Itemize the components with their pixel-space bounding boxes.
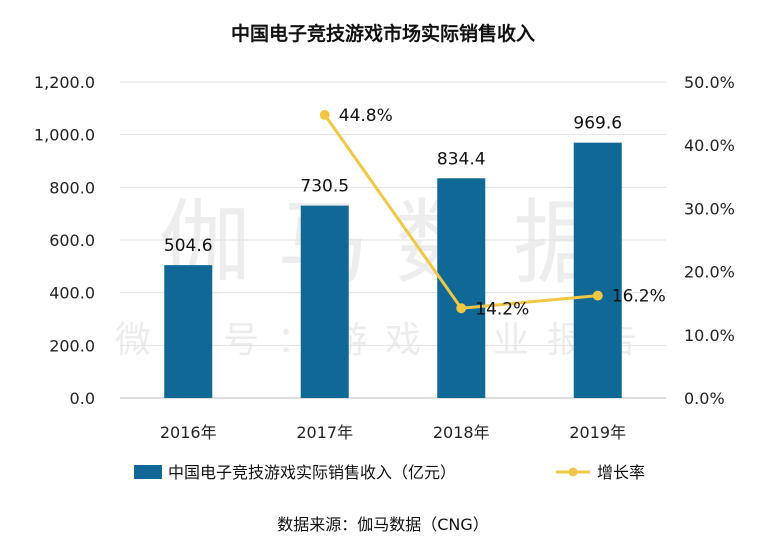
legend: 中国电子竞技游戏实际销售收入（亿元） 增长率 [134,463,645,482]
right-tick-label: 20.0% [684,263,735,282]
bar-value-label: 969.6 [573,114,622,134]
legend-line-marker [568,467,578,477]
bar [164,265,213,398]
right-tick-label: 30.0% [684,199,735,218]
bar [573,142,622,398]
left-tick-label: 600.0 [49,231,95,250]
source-note: 数据来源：伽马数据（CNG） [277,515,489,534]
bar [437,178,486,398]
right-axis: 0.0% 10.0% 20.0% 30.0% 40.0% 50.0% [684,73,735,408]
category-label: 2017年 [296,423,353,442]
growth-value-label: 14.2% [475,299,529,319]
left-tick-label: 200.0 [49,336,95,355]
watermark: 伽马数据 微信号：游戏产业报告 [115,190,637,361]
left-axis: 0.0 200.0 400.0 600.0 800.0 1,000.0 1,200.0 [34,73,95,408]
category-label: 2018年 [433,423,490,442]
left-tick-label: 800.0 [49,178,95,197]
bar [300,205,349,398]
legend-bar-label: 中国电子竞技游戏实际销售收入（亿元） [168,463,456,482]
watermark-main: 伽马数据 [159,190,631,297]
growth-value-label: 16.2% [612,287,666,307]
bar-value-label: 504.6 [164,236,213,256]
growth-point [319,109,330,120]
legend-line-label: 增长率 [597,463,645,482]
right-tick-label: 40.0% [684,136,735,155]
chart-title: 中国电子竞技游戏市场实际销售收入 [231,22,535,45]
left-tick-label: 0.0 [70,389,95,408]
growth-value-label: 44.8% [339,106,393,126]
category-axis: 2016年 2017年 2018年 2019年 [160,423,626,442]
growth-point [456,303,467,314]
category-label: 2016年 [160,423,217,442]
right-tick-label: 50.0% [684,73,735,92]
left-tick-label: 400.0 [49,284,95,303]
growth-point [592,290,603,301]
legend-bar-swatch [134,465,162,479]
right-tick-label: 10.0% [684,326,735,345]
line-series: 44.8% 14.2% 16.2% [319,106,666,319]
category-label: 2019年 [569,423,626,442]
right-tick-label: 0.0% [684,389,725,408]
left-tick-label: 1,000.0 [34,126,95,145]
bar-value-label: 834.4 [437,149,486,169]
bar-value-label: 730.5 [300,177,349,197]
left-tick-label: 1,200.0 [34,73,95,92]
